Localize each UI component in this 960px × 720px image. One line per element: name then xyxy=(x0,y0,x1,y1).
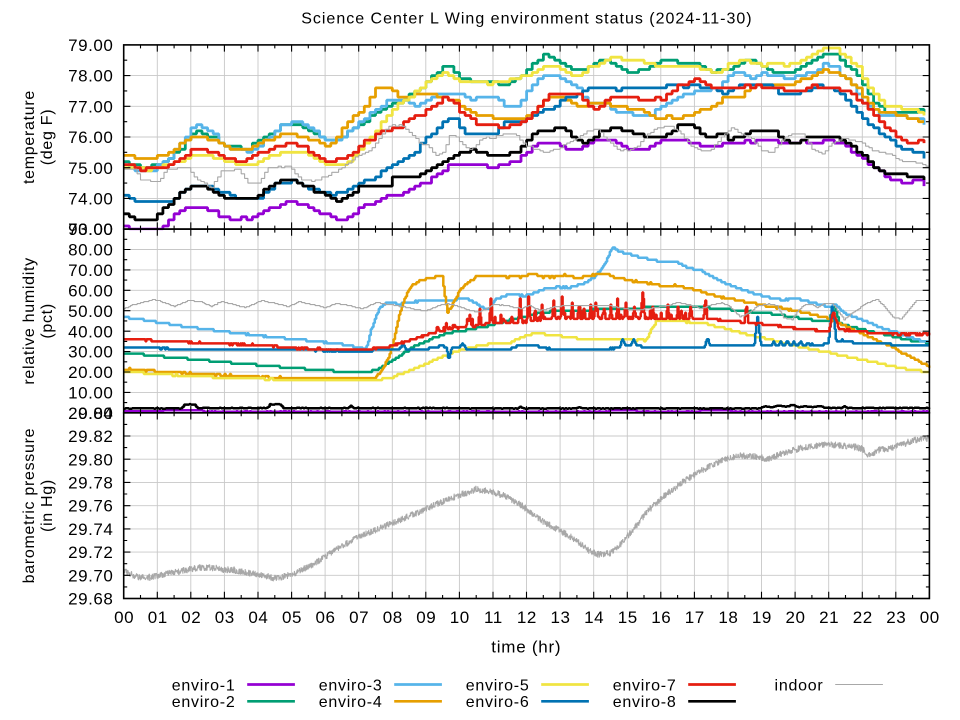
svg-text:29.70: 29.70 xyxy=(68,566,113,585)
svg-text:time (hr): time (hr) xyxy=(491,638,561,657)
svg-text:enviro-3: enviro-3 xyxy=(319,677,383,694)
svg-text:07: 07 xyxy=(349,608,369,627)
svg-text:29.78: 29.78 xyxy=(68,474,113,493)
svg-text:barometric pressure: barometric pressure xyxy=(21,428,38,584)
svg-text:13: 13 xyxy=(550,608,570,627)
svg-text:enviro-8: enviro-8 xyxy=(613,694,677,711)
svg-text:60.00: 60.00 xyxy=(68,281,113,300)
svg-text:29.82: 29.82 xyxy=(68,427,113,446)
svg-text:40.00: 40.00 xyxy=(68,322,113,341)
svg-text:50.00: 50.00 xyxy=(68,302,113,321)
svg-text:78.00: 78.00 xyxy=(68,67,113,86)
svg-text:enviro-2: enviro-2 xyxy=(172,694,236,711)
svg-text:enviro-4: enviro-4 xyxy=(319,694,383,711)
svg-text:10.00: 10.00 xyxy=(68,384,113,403)
svg-text:77.00: 77.00 xyxy=(68,97,113,116)
svg-text:17: 17 xyxy=(685,608,705,627)
svg-text:29.72: 29.72 xyxy=(68,543,113,562)
svg-text:enviro-7: enviro-7 xyxy=(613,677,677,694)
svg-text:29.74: 29.74 xyxy=(68,520,113,539)
svg-text:09: 09 xyxy=(416,608,436,627)
svg-text:06: 06 xyxy=(315,608,335,627)
svg-text:enviro-5: enviro-5 xyxy=(466,677,530,694)
svg-text:29.80: 29.80 xyxy=(68,450,113,469)
svg-text:11: 11 xyxy=(484,608,503,627)
svg-text:90.00: 90.00 xyxy=(68,220,113,239)
svg-text:Science Center L Wing environm: Science Center L Wing environment status… xyxy=(301,10,752,27)
svg-text:04: 04 xyxy=(248,608,268,627)
svg-text:75.00: 75.00 xyxy=(68,159,113,178)
svg-text:20.00: 20.00 xyxy=(68,363,113,382)
svg-text:29.76: 29.76 xyxy=(68,497,113,516)
svg-text:29.68: 29.68 xyxy=(68,590,113,609)
svg-text:temperature: temperature xyxy=(21,90,38,184)
svg-text:15: 15 xyxy=(618,608,638,627)
svg-text:00: 00 xyxy=(920,608,940,627)
svg-text:22: 22 xyxy=(853,608,873,627)
svg-text:19: 19 xyxy=(752,608,772,627)
svg-text:(deg F): (deg F) xyxy=(39,109,56,165)
svg-text:enviro-6: enviro-6 xyxy=(466,694,530,711)
svg-text:79.00: 79.00 xyxy=(68,36,113,55)
svg-text:21: 21 xyxy=(819,608,839,627)
svg-text:03: 03 xyxy=(215,608,235,627)
svg-text:indoor: indoor xyxy=(775,677,824,694)
svg-text:08: 08 xyxy=(383,608,403,627)
svg-text:05: 05 xyxy=(282,608,302,627)
svg-text:14: 14 xyxy=(584,608,604,627)
svg-text:74.00: 74.00 xyxy=(68,190,113,209)
svg-text:23: 23 xyxy=(886,608,906,627)
svg-text:01: 01 xyxy=(148,608,168,627)
svg-text:00: 00 xyxy=(114,608,134,627)
svg-text:16: 16 xyxy=(651,608,671,627)
svg-text:30.00: 30.00 xyxy=(68,343,113,362)
svg-text:76.00: 76.00 xyxy=(68,128,113,147)
svg-text:relative humidity: relative humidity xyxy=(21,257,38,385)
svg-text:enviro-1: enviro-1 xyxy=(172,677,236,694)
svg-text:18: 18 xyxy=(718,608,738,627)
svg-text:0.00: 0.00 xyxy=(78,404,113,423)
svg-text:(pct): (pct) xyxy=(39,303,56,339)
svg-text:(in Hg): (in Hg) xyxy=(39,479,56,532)
svg-text:29.84: 29.84 xyxy=(68,404,113,423)
svg-text:10: 10 xyxy=(450,608,470,627)
svg-text:80.00: 80.00 xyxy=(68,241,113,260)
svg-text:02: 02 xyxy=(181,608,201,627)
svg-text:73.00: 73.00 xyxy=(68,220,113,239)
svg-text:70.00: 70.00 xyxy=(68,261,113,280)
svg-text:12: 12 xyxy=(517,608,537,627)
svg-text:20: 20 xyxy=(785,608,805,627)
